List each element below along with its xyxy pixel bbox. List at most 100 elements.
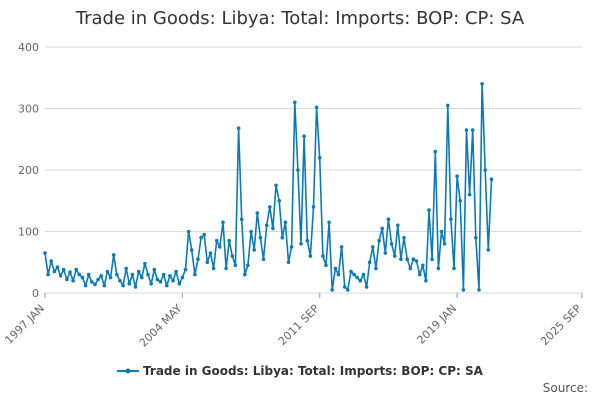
data-point[interactable]: [480, 82, 484, 86]
data-point[interactable]: [408, 266, 413, 271]
data-point[interactable]: [61, 267, 66, 272]
data-point[interactable]: [268, 205, 272, 209]
data-point[interactable]: [158, 280, 163, 284]
data-point[interactable]: [90, 280, 94, 284]
data-point[interactable]: [277, 199, 282, 203]
data-point[interactable]: [183, 267, 188, 272]
data-point[interactable]: [402, 235, 406, 240]
data-point[interactable]: [246, 263, 250, 268]
data-point[interactable]: [352, 272, 356, 277]
data-point[interactable]: [389, 242, 394, 246]
data-point[interactable]: [417, 272, 422, 277]
data-point[interactable]: [314, 105, 319, 110]
data-point[interactable]: [189, 248, 194, 252]
data-point[interactable]: [93, 282, 97, 287]
data-point[interactable]: [124, 266, 128, 271]
data-point[interactable]: [283, 220, 288, 225]
data-point[interactable]: [186, 229, 191, 234]
data-point[interactable]: [442, 242, 447, 246]
data-point[interactable]: [74, 267, 78, 272]
data-point[interactable]: [464, 128, 469, 132]
data-point[interactable]: [140, 275, 144, 280]
data-point[interactable]: [115, 272, 119, 277]
data-point[interactable]: [196, 257, 200, 262]
data-point[interactable]: [111, 253, 116, 257]
data-point[interactable]: [136, 269, 141, 274]
data-point[interactable]: [236, 126, 241, 130]
data-point[interactable]: [321, 254, 325, 258]
data-point[interactable]: [83, 283, 88, 288]
data-point[interactable]: [330, 288, 335, 292]
data-point[interactable]: [171, 278, 175, 283]
data-point[interactable]: [305, 238, 310, 243]
data-point[interactable]: [105, 269, 110, 274]
data-point[interactable]: [43, 251, 47, 255]
data-point[interactable]: [446, 103, 450, 108]
data-point[interactable]: [177, 282, 182, 286]
data-point[interactable]: [243, 272, 247, 277]
data-point[interactable]: [274, 183, 278, 188]
data-point[interactable]: [299, 242, 303, 246]
data-point[interactable]: [339, 245, 344, 249]
data-point[interactable]: [249, 229, 253, 234]
data-point[interactable]: [218, 245, 222, 249]
data-point[interactable]: [224, 266, 228, 271]
data-point[interactable]: [349, 269, 353, 274]
data-point[interactable]: [346, 288, 350, 292]
data-point[interactable]: [414, 259, 419, 263]
legend[interactable]: Trade in Goods: Libya: Total: Imports: B…: [0, 364, 600, 378]
data-point[interactable]: [436, 266, 441, 271]
data-point[interactable]: [49, 259, 53, 263]
data-point[interactable]: [449, 217, 453, 221]
data-point[interactable]: [342, 285, 347, 289]
data-point[interactable]: [430, 257, 434, 262]
data-point[interactable]: [364, 285, 369, 289]
data-point[interactable]: [108, 275, 113, 280]
data-point[interactable]: [421, 263, 425, 268]
data-point[interactable]: [289, 245, 294, 249]
data-point[interactable]: [46, 272, 50, 277]
data-point[interactable]: [271, 226, 275, 231]
data-point[interactable]: [427, 208, 431, 212]
data-point[interactable]: [193, 272, 197, 277]
data-point[interactable]: [180, 275, 185, 280]
data-point[interactable]: [392, 254, 397, 258]
data-point[interactable]: [433, 149, 438, 154]
data-point[interactable]: [227, 238, 231, 243]
data-point[interactable]: [296, 168, 300, 172]
data-point[interactable]: [211, 266, 216, 271]
data-point[interactable]: [58, 274, 63, 278]
data-point[interactable]: [371, 245, 375, 249]
data-point[interactable]: [255, 211, 260, 215]
data-point[interactable]: [130, 272, 135, 277]
data-point[interactable]: [121, 283, 125, 288]
data-point[interactable]: [280, 235, 285, 240]
data-point[interactable]: [143, 261, 147, 266]
data-point[interactable]: [77, 272, 82, 277]
data-point[interactable]: [452, 266, 456, 271]
data-point[interactable]: [96, 277, 100, 282]
data-point[interactable]: [377, 238, 381, 243]
data-point[interactable]: [65, 277, 69, 282]
data-point[interactable]: [361, 272, 366, 277]
data-point[interactable]: [239, 217, 244, 221]
data-point[interactable]: [258, 235, 263, 240]
data-point[interactable]: [396, 223, 400, 228]
data-point[interactable]: [155, 277, 160, 282]
data-point[interactable]: [411, 257, 416, 262]
data-point[interactable]: [367, 260, 372, 265]
data-point[interactable]: [455, 174, 459, 178]
data-point[interactable]: [293, 100, 297, 105]
data-point[interactable]: [302, 134, 306, 138]
data-point[interactable]: [324, 263, 328, 268]
data-point[interactable]: [386, 217, 391, 221]
data-point[interactable]: [202, 232, 206, 237]
data-point[interactable]: [489, 177, 494, 181]
data-point[interactable]: [380, 226, 385, 231]
data-point[interactable]: [439, 229, 444, 234]
data-point[interactable]: [71, 278, 75, 283]
data-point[interactable]: [261, 257, 266, 262]
data-point[interactable]: [467, 192, 472, 197]
data-point[interactable]: [99, 274, 103, 278]
data-point[interactable]: [86, 272, 91, 277]
